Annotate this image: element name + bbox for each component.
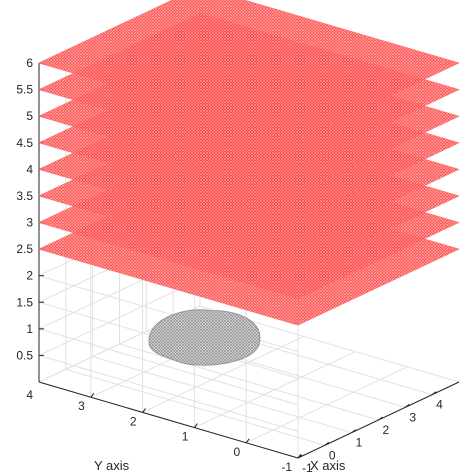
grid-line-y bbox=[245, 366, 408, 444]
z-tick-label: 2 bbox=[26, 269, 33, 283]
y-tick-label: 2 bbox=[130, 414, 137, 428]
z-tick-label: 2.5 bbox=[16, 242, 33, 256]
grid-line-z bbox=[38, 354, 299, 432]
x-tick-label: 1 bbox=[356, 436, 363, 450]
z-tick-label: 4 bbox=[26, 162, 33, 176]
mesh-object bbox=[148, 309, 261, 366]
z-tick-label: 6 bbox=[26, 56, 33, 70]
y-tick-mark bbox=[245, 438, 250, 444]
x-tick-label: 4 bbox=[436, 398, 443, 412]
x-tick-mark bbox=[405, 403, 410, 408]
y-axis-label: Y axis bbox=[94, 458, 130, 473]
z-tick-label: 1 bbox=[26, 322, 33, 336]
x-tick-label: -1 bbox=[302, 461, 313, 474]
z-tick-label: 5 bbox=[26, 109, 33, 123]
z-tick-label: 4.5 bbox=[16, 136, 33, 150]
y-tick-label: -1 bbox=[281, 460, 292, 474]
x-tick-mark bbox=[378, 416, 383, 421]
x-tick-mark bbox=[324, 441, 330, 446]
y-tick-label: 3 bbox=[78, 399, 85, 413]
y-tick-mark bbox=[193, 423, 198, 428]
x-tick-mark bbox=[351, 429, 356, 434]
y-tick-mark bbox=[142, 408, 147, 413]
grid-line-y bbox=[194, 351, 356, 429]
grid-line-z bbox=[38, 328, 299, 406]
x-tick-label: 0 bbox=[329, 448, 336, 462]
object-layer bbox=[148, 309, 261, 366]
z-tick-label: 5.5 bbox=[16, 83, 33, 97]
z-tick-label: 1.5 bbox=[16, 295, 33, 309]
grid-line-x bbox=[92, 356, 352, 434]
grid-line-x bbox=[119, 343, 379, 421]
y-tick-label: 1 bbox=[182, 430, 189, 444]
x-tick-label: 3 bbox=[409, 410, 416, 424]
y-tick-label: 0 bbox=[234, 445, 241, 459]
y-tick-label: 4 bbox=[26, 388, 33, 402]
grid-line-y bbox=[142, 335, 304, 413]
planes-layer bbox=[38, 0, 460, 326]
z-tick-label: 3 bbox=[26, 216, 33, 230]
y-tick-mark bbox=[90, 392, 95, 398]
grid-line-x bbox=[65, 368, 325, 446]
z-tick-label: 3.5 bbox=[16, 189, 33, 203]
z-tick-label: 0.5 bbox=[16, 348, 33, 362]
x-tick-mark bbox=[431, 391, 437, 396]
y-axis-line bbox=[38, 381, 299, 459]
x-axis-label: X axis bbox=[310, 458, 346, 473]
x-tick-mark bbox=[297, 454, 303, 459]
x-tick-label: 2 bbox=[383, 423, 390, 437]
plane-z-6 bbox=[38, 0, 460, 140]
tick-labels: 0.5 1 1.5 2 2.5 3 3.5 4 4.5 5 5.5 6 -1 0 1 2 3 4 -1 0 1 2 3 4 bbox=[16, 56, 443, 474]
